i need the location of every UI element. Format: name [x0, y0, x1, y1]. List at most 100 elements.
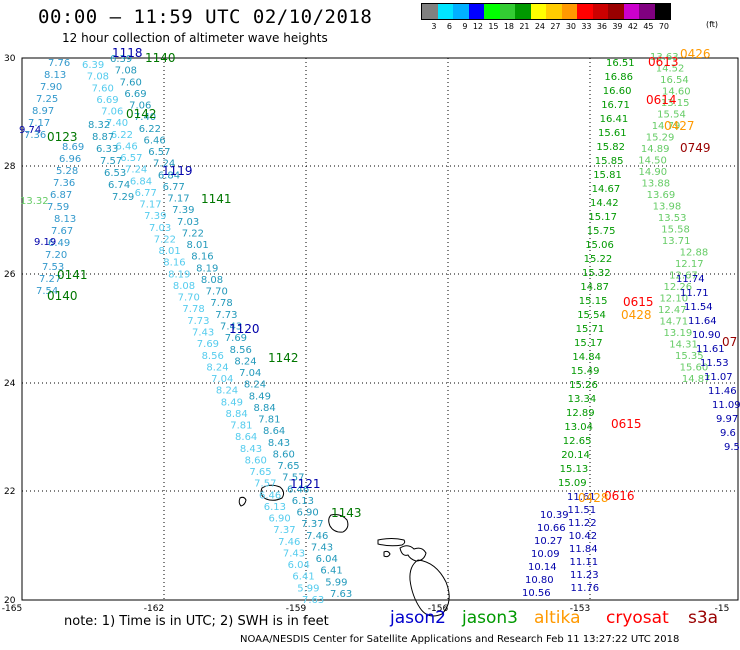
green-swh-value: 15.54	[577, 310, 606, 321]
longitude-label: -162	[144, 604, 164, 614]
track-swh-value: 8.60	[273, 449, 295, 460]
track-swh-shadow: 7.39	[144, 211, 166, 222]
green-swh-value: 13.32	[20, 196, 49, 207]
track-swh-shadow: 7.78	[182, 304, 204, 315]
track-swh-shadow: 6.22	[111, 130, 133, 141]
track-swh-value: 6.46	[287, 484, 309, 495]
page-subtitle: 12 hour collection of altimeter wave hei…	[62, 31, 328, 45]
cyan-swh-value: 7.59	[47, 202, 69, 213]
blue-swh-value: 10.39	[540, 510, 569, 521]
track-swh-shadow: 6.57	[120, 153, 142, 164]
track-swh-value: 6.41	[320, 566, 342, 577]
latitude-label: 22	[4, 487, 15, 497]
light-green-swh-value: 12.47	[658, 305, 687, 316]
track-swh-shadow: 7.63	[302, 595, 324, 606]
lanai-outline	[383, 550, 391, 558]
green-swh-value: 15.15	[579, 296, 608, 307]
grid-lines	[22, 58, 738, 600]
scale-label: 27	[550, 22, 561, 31]
light-green-swh-value: 12.67	[669, 271, 698, 282]
blue-swh-value: 9.19	[34, 237, 56, 248]
blue-swh-value: 10.66	[537, 523, 566, 534]
track-swh-value: 7.57	[282, 473, 304, 484]
track-swh-value: 8.32	[88, 120, 110, 131]
scale-swatch	[592, 4, 608, 19]
scale-label: 21	[519, 22, 530, 31]
scale-swatch	[515, 4, 531, 19]
track-swh-shadow: 7.60	[92, 83, 114, 94]
track-swh-shadow: 7.57	[254, 479, 276, 490]
track-swh-shadow: 7.24	[125, 165, 147, 176]
legend-jason2: jason2	[390, 608, 446, 628]
track-swh-value: 7.57	[100, 156, 122, 167]
track-swh-shadow: 7.06	[101, 107, 123, 118]
light-green-swh-value: 15.29	[646, 133, 675, 144]
blue-swh-value: 10.09	[531, 549, 560, 560]
track-swh-value: 6.13	[292, 496, 314, 507]
light-green-swh-value: 14.60	[662, 87, 691, 98]
color-scale-labels: 3 6 9 12 15 18 21 24 27 30 33 36 39 42 45 70	[421, 22, 671, 31]
track-swh-value: 7.81	[258, 415, 280, 426]
axis-labels: -165 -162 -159 -156 -153 -15 30 28 26 24 22 20	[2, 54, 730, 614]
light-green-swh-value: 14.31	[669, 340, 698, 351]
blue-swh-value: 10.27	[534, 536, 563, 547]
track-swh-value: 7.43	[220, 322, 242, 333]
scale-swatch	[484, 4, 500, 19]
green-swh-value: 15.17	[574, 338, 603, 349]
blue-swh-value: 11.22	[568, 518, 597, 529]
legend-jason3: jason3	[462, 608, 518, 628]
pass-id-label: 0142	[126, 107, 157, 121]
scale-label: 24	[534, 22, 545, 31]
track-swh-shadow: 8.60	[245, 455, 267, 466]
track-swh-shadow: 5.99	[297, 583, 319, 594]
track-swh-value: 8.43	[268, 438, 290, 449]
light-green-swh-value: 14.79	[652, 121, 681, 132]
cyan-swh-value: 8.13	[44, 70, 66, 81]
track-swh-value: 8.24	[244, 380, 266, 391]
cyan-swh-value: 7.54	[36, 286, 58, 297]
track-swh-shadow: 7.46	[278, 537, 300, 548]
blue-swh-value: 10.90	[692, 330, 721, 341]
blue-swh-value: 11.61	[696, 344, 725, 355]
pass-id-label: 0428	[578, 491, 609, 505]
green-swh-value: 15.09	[558, 478, 587, 489]
map-frame	[21, 57, 739, 601]
scale-swatch	[577, 4, 593, 19]
track-swh-shadow: 6.41	[292, 572, 314, 583]
pass-id-label: 1119	[162, 164, 193, 178]
scale-label: 70	[658, 22, 669, 31]
blue-swh-value: 11.09	[712, 400, 740, 411]
light-green-swh-value: 15.35	[675, 351, 704, 362]
light-green-swh-value: 14.50	[638, 156, 667, 167]
light-green-swh-value: 12.17	[675, 259, 704, 270]
blue-swh-value: 11.74	[676, 274, 705, 285]
pass-id-label: 1118	[112, 46, 143, 60]
track-swh-value: 7.04	[239, 368, 261, 379]
track-swh-value: 7.69	[225, 333, 247, 344]
latitude-label: 24	[4, 379, 16, 389]
track-swh-value: 8.49	[249, 391, 271, 402]
track-swh-value: 7.65	[277, 461, 299, 472]
latitude-label: 30	[4, 54, 16, 64]
track-swh-value: 6.74	[108, 180, 130, 191]
cyan-swh-value: 5.28	[56, 166, 78, 177]
track-swh-shadow: 8.19	[168, 269, 190, 280]
track-swh-shadow: 7.43	[192, 328, 214, 339]
pass-id-label: 0140	[47, 289, 78, 303]
light-green-swh-value: 13.98	[653, 202, 682, 213]
green-swh-value: 12.65	[563, 436, 592, 447]
blue-swh-value: 11.07	[704, 372, 733, 383]
scale-swatch	[453, 4, 469, 19]
track-swh-shadow: 7.70	[178, 293, 200, 304]
pass-id-label: 0428	[621, 308, 652, 322]
track-swh-shadow: 7.81	[230, 421, 252, 432]
track-swh-shadow: 7.08	[87, 72, 109, 83]
cyan-swh-value: 7.90	[40, 82, 62, 93]
track-swh-shadow: 6.69	[96, 95, 118, 106]
track-swh-value: 7.60	[120, 77, 142, 88]
scale-label: 18	[503, 22, 514, 31]
scale-label: 15	[488, 22, 499, 31]
light-green-swh-value: 12.10	[659, 294, 688, 305]
track-swh-shadow: 7.69	[197, 339, 219, 350]
